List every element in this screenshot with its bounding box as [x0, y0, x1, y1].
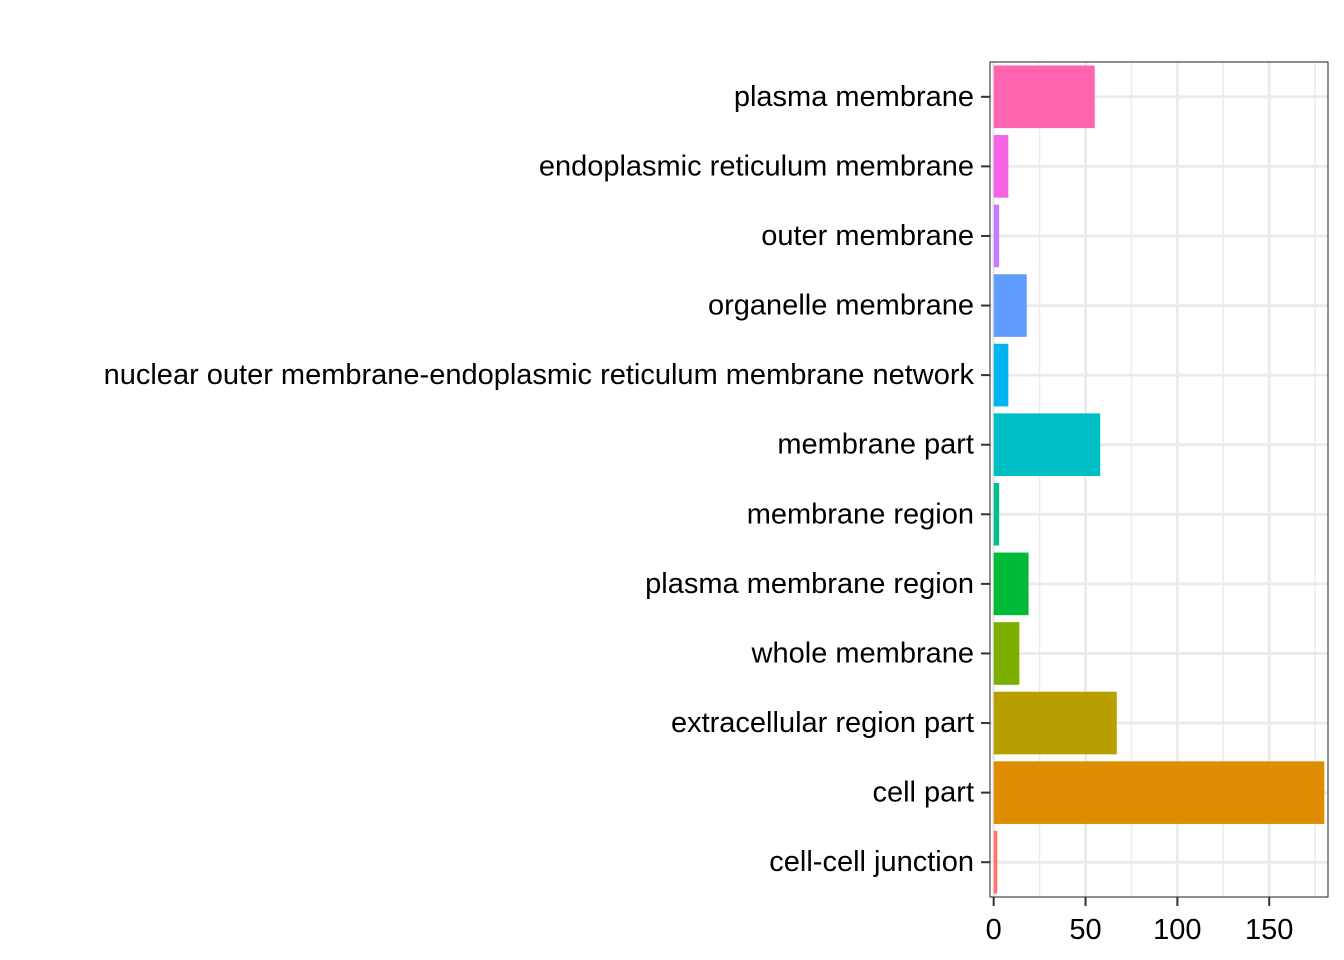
bar	[993, 343, 1009, 407]
category-label: plasma membrane region	[645, 568, 974, 600]
y-axis: cell-cell junction cell part extracellular…	[104, 81, 990, 878]
x-axis: 0 50 100 150	[986, 897, 1293, 946]
bar	[993, 830, 998, 894]
category-label: extracellular region part	[671, 707, 974, 739]
bar	[993, 204, 1000, 268]
bar	[993, 413, 1101, 477]
category-label: membrane region	[747, 498, 974, 530]
bar	[993, 482, 1000, 546]
bar	[993, 274, 1027, 337]
bar	[993, 65, 1095, 129]
minor-gridlines	[1038, 62, 1316, 897]
x-tick-label: 100	[1153, 914, 1201, 946]
x-tick-label: 0	[986, 914, 1002, 946]
bar	[993, 761, 1325, 824]
category-label: endoplasmic reticulum membrane	[539, 150, 974, 182]
bar	[993, 691, 1117, 755]
bar	[993, 622, 1020, 685]
category-label: membrane part	[777, 429, 974, 461]
x-tick-label: 150	[1245, 914, 1293, 946]
category-label: nuclear outer membrane-endoplasmic retic…	[104, 359, 975, 391]
x-tick-label: 50	[1069, 914, 1101, 946]
panel-border	[989, 61, 1329, 898]
bar	[993, 552, 1029, 616]
category-label: outer membrane	[761, 220, 974, 252]
category-label: cell part	[872, 777, 974, 809]
category-label: organelle membrane	[708, 290, 974, 322]
bars	[993, 65, 1325, 894]
category-label: plasma membrane	[734, 81, 974, 113]
category-label: whole membrane	[751, 637, 974, 669]
bar	[993, 135, 1009, 198]
category-label: cell-cell junction	[769, 846, 974, 878]
